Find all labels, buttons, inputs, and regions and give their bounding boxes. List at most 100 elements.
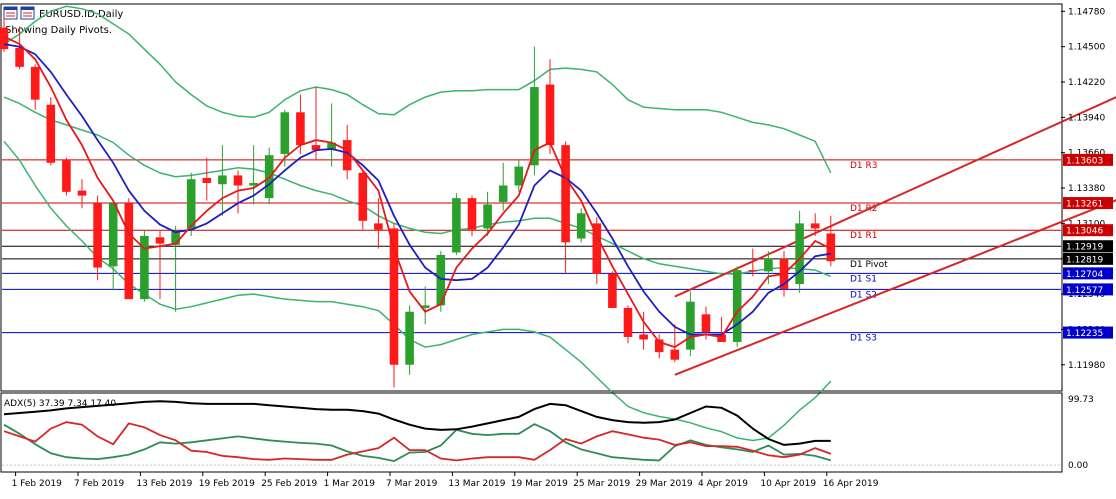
- adx-label: ADX(5) 37.39 7.34 17.40: [4, 399, 116, 409]
- pivot-tag-bg: [1063, 197, 1113, 210]
- pivot-tag-bg: [1063, 326, 1113, 339]
- candle-body: [233, 175, 243, 186]
- time-tick-label: 19 Mar 2019: [511, 479, 568, 489]
- candle-body: [389, 228, 399, 365]
- candle: [452, 193, 461, 255]
- candle: [358, 170, 368, 230]
- candle-body: [124, 203, 134, 300]
- pivot-tag-bg: [1063, 252, 1113, 265]
- candle-body: [623, 307, 633, 337]
- price-tick-label: 1.14220: [1068, 78, 1105, 88]
- pivot-label: D1 R3: [850, 161, 878, 171]
- candle-body: [576, 213, 586, 239]
- pivot-tag-label: 1.12919: [1066, 243, 1103, 253]
- candle-body: [405, 311, 414, 365]
- adx-main-line: [3, 400, 831, 446]
- candle: [374, 198, 383, 249]
- candle-body: [467, 198, 477, 230]
- pivot-price-tag: 1.12704: [1063, 267, 1113, 280]
- price-tick-label: 1.11980: [1068, 361, 1105, 371]
- candle: [124, 198, 134, 300]
- candle-body: [732, 270, 742, 343]
- candle-body: [46, 104, 56, 163]
- channel-line: [674, 199, 1116, 376]
- candle-body: [654, 339, 664, 353]
- candle: [498, 162, 508, 211]
- candle-body: [0, 27, 9, 50]
- candle: [46, 97, 56, 166]
- candle: [233, 170, 243, 214]
- candle-body: [249, 182, 258, 186]
- pivot-price-tag: 1.12577: [1063, 283, 1113, 296]
- candle: [202, 157, 212, 201]
- window-menu-icon[interactable]: [3, 6, 18, 20]
- time-tick-label: 19 Feb 2019: [199, 479, 255, 489]
- candle: [654, 334, 664, 359]
- candle: [810, 213, 820, 236]
- price-tick-label: 1.13940: [1068, 113, 1105, 123]
- pivot-tag-label: 1.13603: [1066, 156, 1103, 166]
- adx-axis-tick-max: 99.73: [1068, 395, 1094, 405]
- pivot-tag-label: 1.12819: [1066, 255, 1103, 265]
- candle: [826, 215, 836, 267]
- pivot-tag-label: 1.13261: [1066, 200, 1103, 210]
- pivot-price-tag: 1.13046: [1063, 224, 1113, 237]
- candle-body: [701, 314, 711, 332]
- time-tick-label: 1 Feb 2019: [12, 479, 63, 489]
- candle: [30, 64, 40, 110]
- candle: [483, 191, 492, 236]
- pivot-price-tag: 1.13603: [1063, 153, 1113, 166]
- candle-body: [436, 254, 446, 306]
- candle-body: [155, 237, 165, 244]
- time-tick-label: 13 Feb 2019: [136, 479, 192, 489]
- candle: [77, 179, 87, 209]
- adx-minus-di-line: [3, 421, 832, 462]
- candle-body: [686, 301, 695, 350]
- candle-body: [764, 258, 773, 272]
- candle-body: [311, 145, 321, 151]
- candle: [108, 203, 118, 291]
- pivot-lines: D1 R3 D1 R2 D1 R1 D1 Pivot D1 S1 D1 S2 D1 S3: [2, 159, 1061, 344]
- candle-body: [826, 233, 836, 262]
- ma-slow-line: [3, 43, 831, 336]
- price-tick-label: 1.14500: [1068, 43, 1105, 53]
- pivot-tag-bg: [1063, 267, 1113, 280]
- candle: [405, 305, 414, 375]
- candle: [218, 145, 227, 216]
- candle: [795, 210, 804, 293]
- chart-title: EURUSD.ID,Daily: [39, 9, 123, 20]
- candle-body: [452, 198, 461, 253]
- price-tick-label: 1.13660: [1068, 149, 1105, 159]
- candle: [545, 59, 555, 154]
- candle: [639, 311, 648, 350]
- time-tick-label: 13 Mar 2019: [448, 479, 505, 489]
- candle-body: [30, 66, 40, 100]
- candle-body: [358, 172, 368, 221]
- pivot-price-tag: 1.12819: [1063, 252, 1113, 265]
- candle-body: [810, 223, 820, 229]
- pivot-label: D1 R2: [850, 204, 878, 214]
- pivot-tag-label: 1.12704: [1066, 270, 1103, 280]
- pivot-label: D1 S1: [850, 274, 877, 284]
- main-panel: D1 R3 D1 R2 D1 R1 D1 Pivot D1 S1 D1 S2 D1 S3 1…: [0, 3, 1116, 442]
- price-tick-label: 1.13380: [1068, 184, 1105, 194]
- candle: [311, 87, 321, 161]
- candle: [623, 305, 633, 344]
- pivot-tag-label: 1.12577: [1066, 286, 1103, 296]
- time-tick-label: 1 Mar 2019: [324, 479, 376, 489]
- pivot-tag-bg: [1063, 240, 1113, 253]
- candle: [155, 230, 165, 300]
- candle: [514, 160, 524, 192]
- candle-body: [296, 112, 305, 146]
- candle: [576, 208, 586, 243]
- chart-header: EURUSD.ID,Daily Showing Daily Pivots.: [3, 6, 123, 36]
- candle: [467, 195, 477, 236]
- time-tick-label: 7 Feb 2019: [74, 479, 125, 489]
- candle-body: [186, 179, 196, 229]
- candle-body: [639, 334, 648, 340]
- candle-body: [202, 177, 212, 183]
- pivot-price-tag: 1.12919: [1063, 240, 1113, 253]
- candle-body: [498, 185, 508, 202]
- candle: [62, 157, 71, 196]
- window-menu-icon-2[interactable]: [20, 6, 35, 20]
